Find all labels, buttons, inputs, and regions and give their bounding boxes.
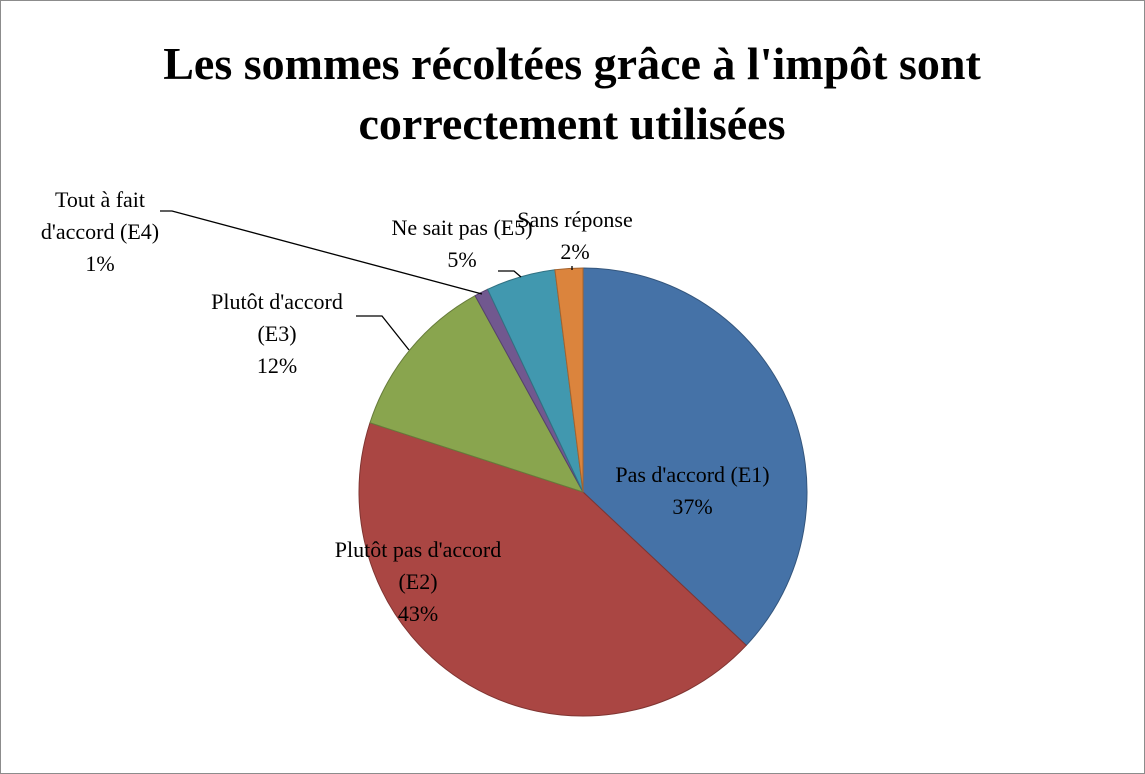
chart-title: Les sommes récoltées grâce à l'impôt son…: [163, 38, 981, 149]
category-label: Pas d'accord (E1): [615, 462, 770, 487]
leader-line: [356, 315, 410, 351]
category-label: Plutôt d'accord (E3): [211, 289, 343, 346]
pie-slice: [554, 267, 584, 493]
pie-slice: [582, 267, 808, 647]
slice-label: Tout à fait d'accord (E4) 1%: [38, 184, 162, 280]
slice-label: Plutôt d'accord (E3) 12%: [192, 286, 362, 382]
category-label: Tout à fait d'accord (E4): [40, 187, 160, 244]
slice-label: Plutôt pas d'accord (E2) 43%: [333, 534, 503, 630]
pie-slice: [358, 422, 747, 717]
value-label: 1%: [85, 251, 115, 276]
slice-label: Sans réponse 2%: [490, 204, 660, 268]
category-label: Plutôt pas d'accord (E2): [334, 537, 502, 594]
slice-label: Pas d'accord (E1) 37%: [590, 459, 795, 523]
pie-slice: [369, 295, 585, 493]
slice-label: Ne sait pas (E5) 5%: [376, 212, 548, 276]
category-label: Sans réponse: [517, 207, 633, 232]
value-label: 43%: [397, 601, 439, 626]
value-label: 12%: [256, 353, 298, 378]
category-label: Ne sait pas (E5): [391, 215, 533, 240]
leader-line: [160, 210, 483, 295]
value-label: 5%: [447, 247, 477, 272]
value-label: 37%: [672, 494, 713, 519]
leader-line: [498, 270, 522, 278]
value-label: 2%: [560, 239, 590, 264]
leader-lines: [160, 210, 573, 351]
